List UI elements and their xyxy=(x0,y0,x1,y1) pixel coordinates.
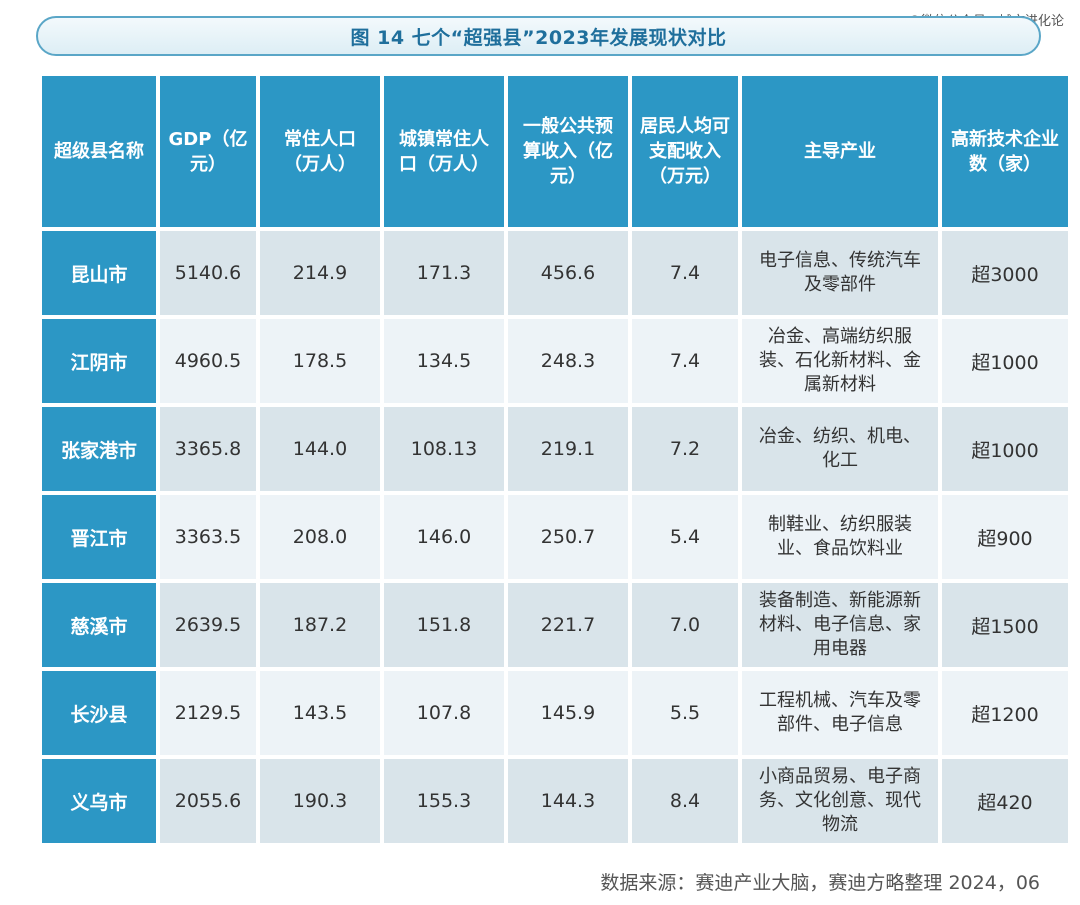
table-row: 张家港市 3365.8 144.0 108.13 219.1 7.2 冶金、纺织… xyxy=(42,407,1068,491)
table-row: 晋江市 3363.5 208.0 146.0 250.7 5.4 制鞋业、纺织服… xyxy=(42,495,1068,579)
budget-cell: 219.1 xyxy=(508,407,628,491)
county-name: 昆山市 xyxy=(42,231,156,315)
urban-population-cell: 134.5 xyxy=(384,319,504,403)
income-cell: 8.4 xyxy=(632,759,738,843)
income-cell: 7.2 xyxy=(632,407,738,491)
budget-cell: 144.3 xyxy=(508,759,628,843)
income-cell: 7.4 xyxy=(632,319,738,403)
population-cell: 190.3 xyxy=(260,759,380,843)
gdp-cell: 4960.5 xyxy=(160,319,256,403)
hitech-cell: 超900 xyxy=(942,495,1068,579)
income-cell: 7.0 xyxy=(632,583,738,667)
hitech-cell: 超1200 xyxy=(942,671,1068,755)
industry-cell: 小商品贸易、电子商务、文化创意、现代物流 xyxy=(742,759,938,843)
income-cell: 5.5 xyxy=(632,671,738,755)
header-hitech-enterprises: 高新技术企业数（家） xyxy=(942,76,1068,227)
hitech-cell: 超1500 xyxy=(942,583,1068,667)
industry-cell: 工程机械、汽车及零部件、电子信息 xyxy=(742,671,938,755)
population-cell: 178.5 xyxy=(260,319,380,403)
budget-cell: 456.6 xyxy=(508,231,628,315)
table-row: 江阴市 4960.5 178.5 134.5 248.3 7.4 冶金、高端纺织… xyxy=(42,319,1068,403)
gdp-cell: 2129.5 xyxy=(160,671,256,755)
data-source-note: 数据来源：赛迪产业大脑，赛迪方略整理 2024，06 xyxy=(600,872,1040,894)
county-name: 晋江市 xyxy=(42,495,156,579)
header-budget-revenue: 一般公共预算收入（亿元） xyxy=(508,76,628,227)
hitech-cell: 超420 xyxy=(942,759,1068,843)
population-cell: 214.9 xyxy=(260,231,380,315)
header-leading-industry: 主导产业 xyxy=(742,76,938,227)
population-cell: 144.0 xyxy=(260,407,380,491)
gdp-cell: 2639.5 xyxy=(160,583,256,667)
industry-cell: 制鞋业、纺织服装业、食品饮料业 xyxy=(742,495,938,579)
income-cell: 7.4 xyxy=(632,231,738,315)
population-cell: 187.2 xyxy=(260,583,380,667)
budget-cell: 248.3 xyxy=(508,319,628,403)
header-urban-population: 城镇常住人口（万人） xyxy=(384,76,504,227)
table-row: 慈溪市 2639.5 187.2 151.8 221.7 7.0 装备制造、新能… xyxy=(42,583,1068,667)
industry-cell: 电子信息、传统汽车及零部件 xyxy=(742,231,938,315)
county-name: 江阴市 xyxy=(42,319,156,403)
hitech-cell: 超3000 xyxy=(942,231,1068,315)
gdp-cell: 3365.8 xyxy=(160,407,256,491)
gdp-cell: 3363.5 xyxy=(160,495,256,579)
population-cell: 208.0 xyxy=(260,495,380,579)
table-row: 义乌市 2055.6 190.3 155.3 144.3 8.4 小商品贸易、电… xyxy=(42,759,1068,843)
urban-population-cell: 171.3 xyxy=(384,231,504,315)
income-cell: 5.4 xyxy=(632,495,738,579)
county-name: 长沙县 xyxy=(42,671,156,755)
header-row: 超级县名称 GDP（亿元） 常住人口（万人） 城镇常住人口（万人） 一般公共预算… xyxy=(42,76,1068,227)
industry-cell: 装备制造、新能源新材料、电子信息、家用电器 xyxy=(742,583,938,667)
urban-population-cell: 151.8 xyxy=(384,583,504,667)
table-row: 昆山市 5140.6 214.9 171.3 456.6 7.4 电子信息、传统… xyxy=(42,231,1068,315)
header-disposable-income: 居民人均可支配收入（万元） xyxy=(632,76,738,227)
urban-population-cell: 108.13 xyxy=(384,407,504,491)
industry-cell: 冶金、纺织、机电、化工 xyxy=(742,407,938,491)
county-name: 慈溪市 xyxy=(42,583,156,667)
industry-cell: 冶金、高端纺织服装、石化新材料、金属新材料 xyxy=(742,319,938,403)
header-county-name: 超级县名称 xyxy=(42,76,156,227)
hitech-cell: 超1000 xyxy=(942,319,1068,403)
budget-cell: 250.7 xyxy=(508,495,628,579)
population-cell: 143.5 xyxy=(260,671,380,755)
comparison-table: 超级县名称 GDP（亿元） 常住人口（万人） 城镇常住人口（万人） 一般公共预算… xyxy=(38,72,1072,847)
urban-population-cell: 155.3 xyxy=(384,759,504,843)
county-name: 义乌市 xyxy=(42,759,156,843)
urban-population-cell: 107.8 xyxy=(384,671,504,755)
gdp-cell: 5140.6 xyxy=(160,231,256,315)
header-gdp: GDP（亿元） xyxy=(160,76,256,227)
table-row: 长沙县 2129.5 143.5 107.8 145.9 5.5 工程机械、汽车… xyxy=(42,671,1068,755)
figure-title-bar: 图 14 七个“超强县”2023年发展现状对比 xyxy=(36,16,1041,56)
budget-cell: 145.9 xyxy=(508,671,628,755)
header-population: 常住人口（万人） xyxy=(260,76,380,227)
hitech-cell: 超1000 xyxy=(942,407,1068,491)
county-name: 张家港市 xyxy=(42,407,156,491)
budget-cell: 221.7 xyxy=(508,583,628,667)
gdp-cell: 2055.6 xyxy=(160,759,256,843)
urban-population-cell: 146.0 xyxy=(384,495,504,579)
figure-title: 图 14 七个“超强县”2023年发展现状对比 xyxy=(350,26,727,49)
